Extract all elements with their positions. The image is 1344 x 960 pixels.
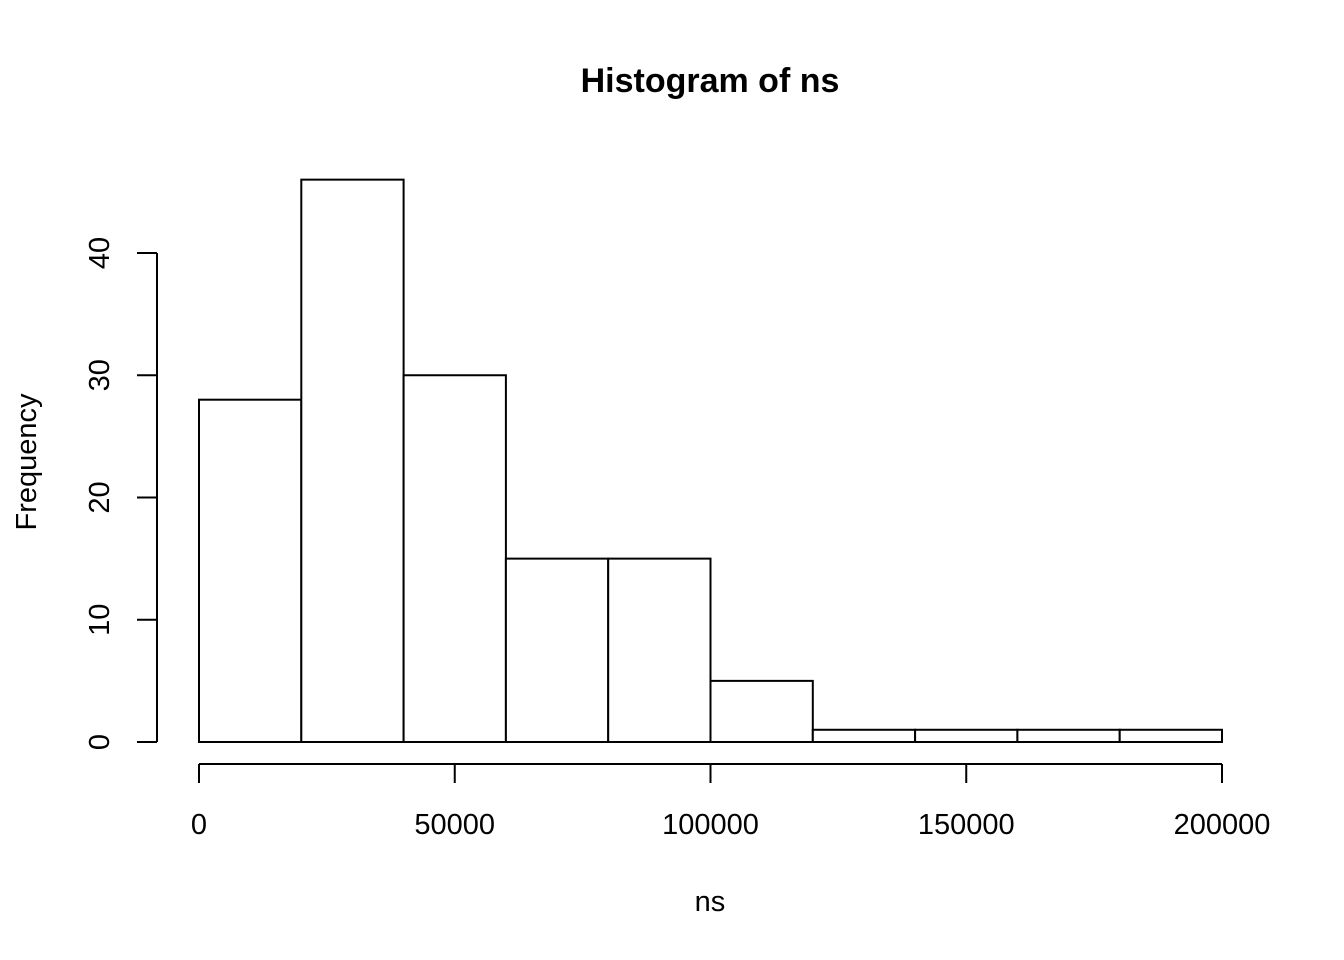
x-tick-label-3: 150000 xyxy=(918,809,1015,841)
y-tick-label-1: 10 xyxy=(84,604,116,636)
histogram-bar-6 xyxy=(811,728,917,744)
x-tick-label-1: 50000 xyxy=(414,809,495,841)
histogram-bar-2 xyxy=(402,374,507,743)
x-tick-label-2: 100000 xyxy=(662,809,759,841)
bars-group xyxy=(198,178,1223,744)
chart-title: Histogram of ns xyxy=(581,62,840,100)
histogram-bar-8 xyxy=(1016,728,1121,744)
histogram-bar-9 xyxy=(1118,728,1223,744)
histogram-bar-5 xyxy=(709,679,814,743)
y-tick-label-2: 20 xyxy=(84,481,116,513)
x-axis-label: ns xyxy=(695,886,726,918)
y-tick-label-0: 0 xyxy=(84,734,116,750)
y-tick-label-4: 40 xyxy=(84,237,116,269)
histogram-bar-1 xyxy=(300,178,405,743)
y-axis: 0 10 20 30 40 xyxy=(84,237,158,750)
x-axis: 0 50000 100000 150000 200000 xyxy=(191,763,1271,841)
histogram-bar-4 xyxy=(607,557,712,743)
x-tick-label-4: 200000 xyxy=(1174,809,1271,841)
y-axis-label: Frequency xyxy=(11,393,43,531)
x-tick-label-0: 0 xyxy=(191,809,207,841)
histogram-bar-7 xyxy=(914,728,1019,744)
histogram-bar-0 xyxy=(198,398,303,743)
histogram-bar-3 xyxy=(504,557,610,743)
y-tick-label-3: 30 xyxy=(84,359,116,391)
